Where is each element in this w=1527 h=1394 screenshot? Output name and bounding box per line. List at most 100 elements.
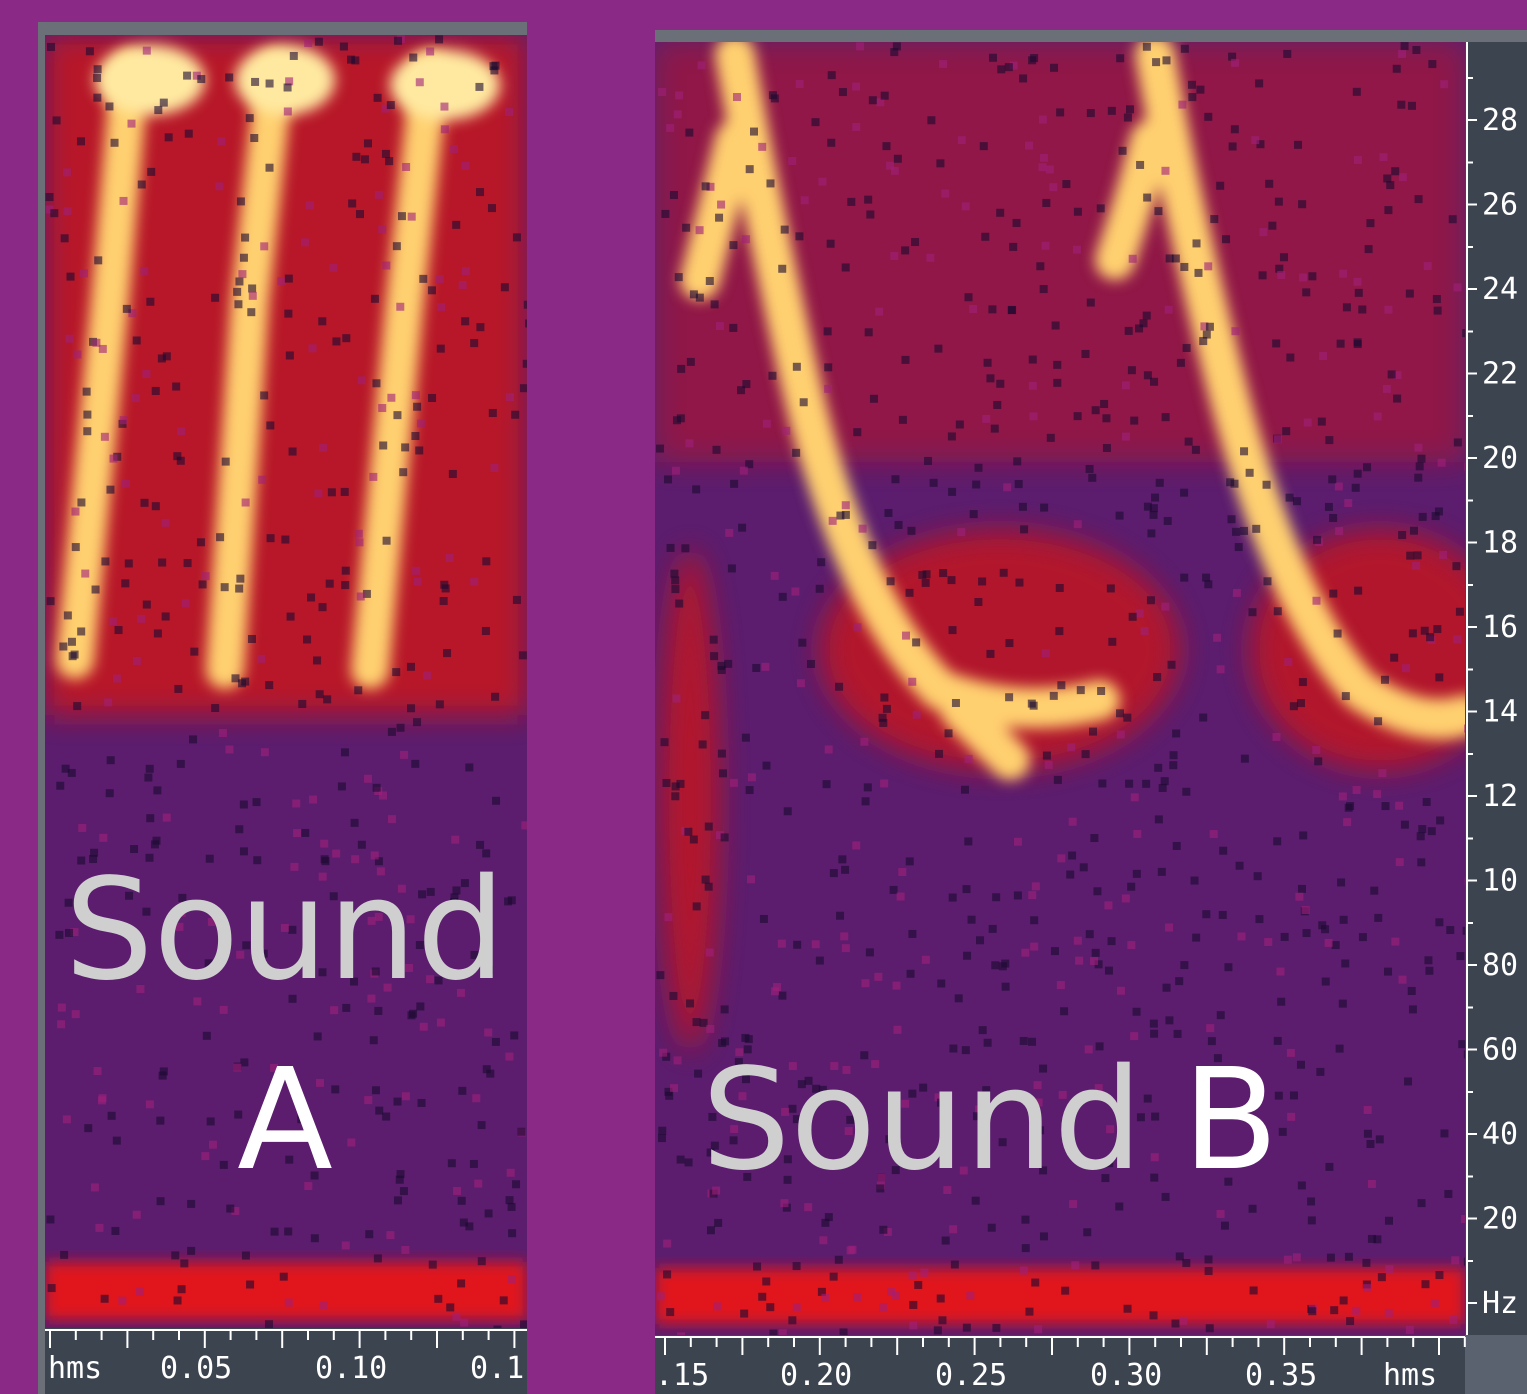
speckle	[1272, 733, 1280, 741]
speckle	[475, 83, 483, 91]
speckle	[687, 358, 695, 366]
speckle	[48, 1284, 56, 1292]
speckle	[443, 649, 451, 657]
speckle	[1108, 638, 1116, 646]
speckle	[1374, 717, 1382, 725]
speckle	[319, 1302, 327, 1310]
speckle	[111, 139, 119, 147]
speckle	[1199, 714, 1207, 722]
speckle	[260, 242, 268, 250]
speckle	[795, 232, 803, 240]
corner	[1465, 1335, 1527, 1394]
speckle	[458, 1087, 466, 1095]
speckle	[355, 530, 363, 538]
speckle	[972, 481, 980, 489]
speckle	[895, 521, 903, 529]
speckle	[729, 241, 737, 249]
speckle	[996, 380, 1004, 388]
speckle	[870, 395, 878, 403]
speckle	[949, 1225, 957, 1233]
speckle	[702, 876, 710, 884]
speckle	[146, 814, 154, 822]
speckle	[93, 94, 101, 102]
page: hms 0.05 0.10 0.1 Sound A SoundB .150.20…	[0, 0, 1527, 1394]
speckle	[465, 763, 473, 771]
speckle	[80, 269, 88, 277]
speckle	[821, 1219, 829, 1227]
speckle	[1133, 1008, 1141, 1016]
speckle	[656, 445, 664, 453]
speckle	[840, 932, 848, 940]
speckle	[1299, 831, 1307, 839]
speckle	[242, 499, 250, 507]
speckle	[1155, 815, 1163, 823]
speckle	[511, 411, 519, 419]
speckle	[1172, 729, 1180, 737]
freq-label: 16	[1482, 610, 1518, 645]
speckle	[301, 238, 309, 246]
speckle	[690, 836, 698, 844]
speckle	[766, 179, 774, 187]
speckle	[271, 1228, 279, 1236]
speckle	[407, 663, 415, 671]
speckle	[852, 83, 860, 91]
speckle	[927, 116, 935, 124]
time-axis-a	[45, 1328, 527, 1394]
speckle	[693, 902, 701, 910]
speckle	[816, 957, 824, 965]
speckle	[902, 632, 910, 640]
speckle	[1366, 219, 1374, 227]
speckle	[1340, 916, 1348, 924]
speckle	[329, 264, 337, 272]
speckle	[911, 238, 919, 246]
speckle	[265, 1320, 273, 1328]
sound-a-letter: A	[237, 1039, 333, 1202]
speckle	[1089, 728, 1097, 736]
speckle	[1142, 780, 1150, 788]
speckle	[696, 226, 704, 234]
speckle	[434, 1295, 442, 1303]
speckle	[1282, 427, 1290, 435]
speckle	[144, 774, 152, 782]
speckle	[746, 786, 754, 794]
speckle	[719, 769, 727, 777]
speckle	[1319, 352, 1327, 360]
speckle	[1325, 1163, 1333, 1171]
speckle	[1254, 872, 1262, 880]
speckle	[1074, 208, 1082, 216]
speckle	[1082, 750, 1090, 758]
speckle	[991, 961, 999, 969]
speckle	[821, 1294, 829, 1302]
speckle	[1129, 255, 1137, 263]
speckle	[374, 1254, 382, 1262]
speckle	[730, 480, 738, 488]
speckle	[1194, 269, 1202, 277]
freq-label: 24	[1482, 272, 1518, 307]
speckle	[796, 80, 804, 88]
speckle	[1057, 681, 1065, 689]
time-label: 0.35	[1245, 1358, 1317, 1393]
speckle	[1158, 868, 1166, 876]
speckle	[1217, 1210, 1225, 1218]
speckle	[1165, 923, 1173, 931]
speckle	[1304, 419, 1312, 427]
speckle	[942, 1237, 950, 1245]
speckle	[387, 394, 395, 402]
speckle	[1401, 42, 1409, 50]
speckle	[1235, 543, 1243, 551]
speckle	[146, 298, 154, 306]
speckle	[1444, 1190, 1452, 1198]
speckle	[412, 567, 420, 575]
speckle	[965, 755, 973, 763]
speckle	[1302, 288, 1310, 296]
speckle	[409, 54, 417, 62]
speckle	[250, 134, 258, 142]
speckle	[693, 1018, 701, 1026]
speckle	[1050, 64, 1058, 72]
speckle	[1119, 147, 1127, 155]
speckle	[1358, 305, 1366, 313]
speckle	[951, 1261, 959, 1269]
speckle	[1325, 503, 1333, 511]
speckle	[146, 1100, 154, 1108]
speckle	[508, 896, 516, 904]
